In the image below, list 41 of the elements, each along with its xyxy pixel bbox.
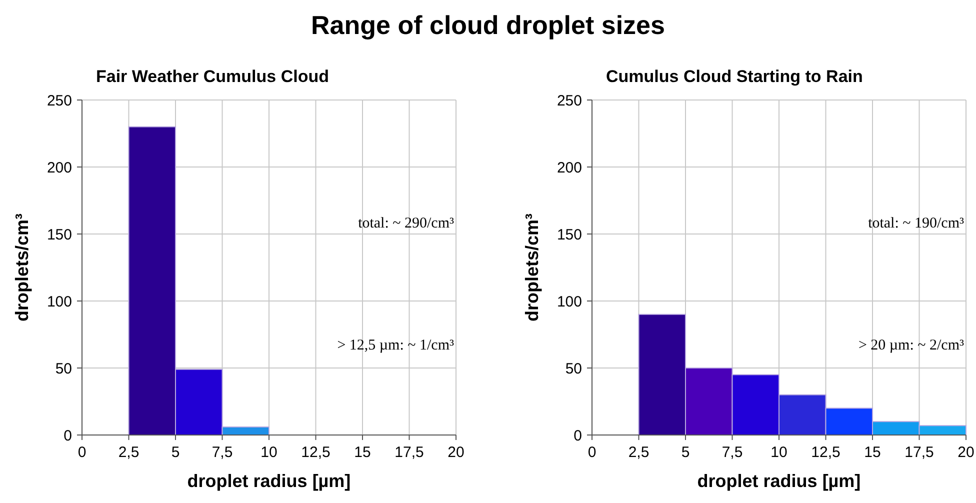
x-tick-label: 7,5 <box>212 444 233 461</box>
y-tick-label: 250 <box>46 92 72 110</box>
chart-subtitle: Fair Weather Cumulus Cloud <box>96 67 329 86</box>
annotation: total: ~ 190/cm³ <box>868 215 964 232</box>
x-tick-label: 20 <box>958 444 974 461</box>
y-axis-title: droplets/cm³ <box>12 213 32 322</box>
y-tick-label: 200 <box>556 159 582 176</box>
chart-title: Range of cloud droplet sizes <box>311 10 665 40</box>
annotation: > 20 µm: ~ 2/cm³ <box>858 338 964 354</box>
x-tick-label: 20 <box>448 444 464 461</box>
y-tick-label: 50 <box>55 360 72 378</box>
chart-subtitle: Cumulus Cloud Starting to Rain <box>606 67 863 86</box>
x-tick-label: 0 <box>588 444 596 461</box>
x-tick-label: 15 <box>354 444 371 461</box>
x-tick-label: 17,5 <box>904 444 934 461</box>
y-tick-label: 150 <box>46 226 72 244</box>
x-tick-label: 12,5 <box>301 444 330 461</box>
y-tick-label: 0 <box>574 427 582 444</box>
y-tick-label: 150 <box>556 226 582 244</box>
y-tick-label: 50 <box>565 360 582 378</box>
x-tick-label: 5 <box>681 444 690 461</box>
x-axis-title: droplet radius [µm] <box>187 471 351 491</box>
x-tick-label: 10 <box>770 444 788 461</box>
x-tick-label: 0 <box>78 444 86 461</box>
annotation: > 12,5 µm: ~ 1/cm³ <box>337 338 454 354</box>
x-tick-label: 17,5 <box>394 444 424 461</box>
y-tick-label: 100 <box>556 293 582 310</box>
x-axis-title: droplet radius [µm] <box>697 471 861 491</box>
y-tick-label: 100 <box>46 293 72 310</box>
x-tick-label: 10 <box>260 444 278 461</box>
annotation: total: ~ 290/cm³ <box>358 215 454 232</box>
x-tick-label: 12,5 <box>811 444 840 461</box>
x-tick-label: 15 <box>864 444 881 461</box>
x-tick-label: 2,5 <box>118 444 140 461</box>
x-tick-label: 2,5 <box>628 444 650 461</box>
x-tick-label: 5 <box>171 444 180 461</box>
y-tick-label: 0 <box>64 427 72 444</box>
y-axis-title: droplets/cm³ <box>522 213 542 322</box>
y-tick-label: 250 <box>556 92 582 110</box>
x-tick-label: 7,5 <box>722 444 743 461</box>
y-tick-label: 200 <box>46 159 72 176</box>
